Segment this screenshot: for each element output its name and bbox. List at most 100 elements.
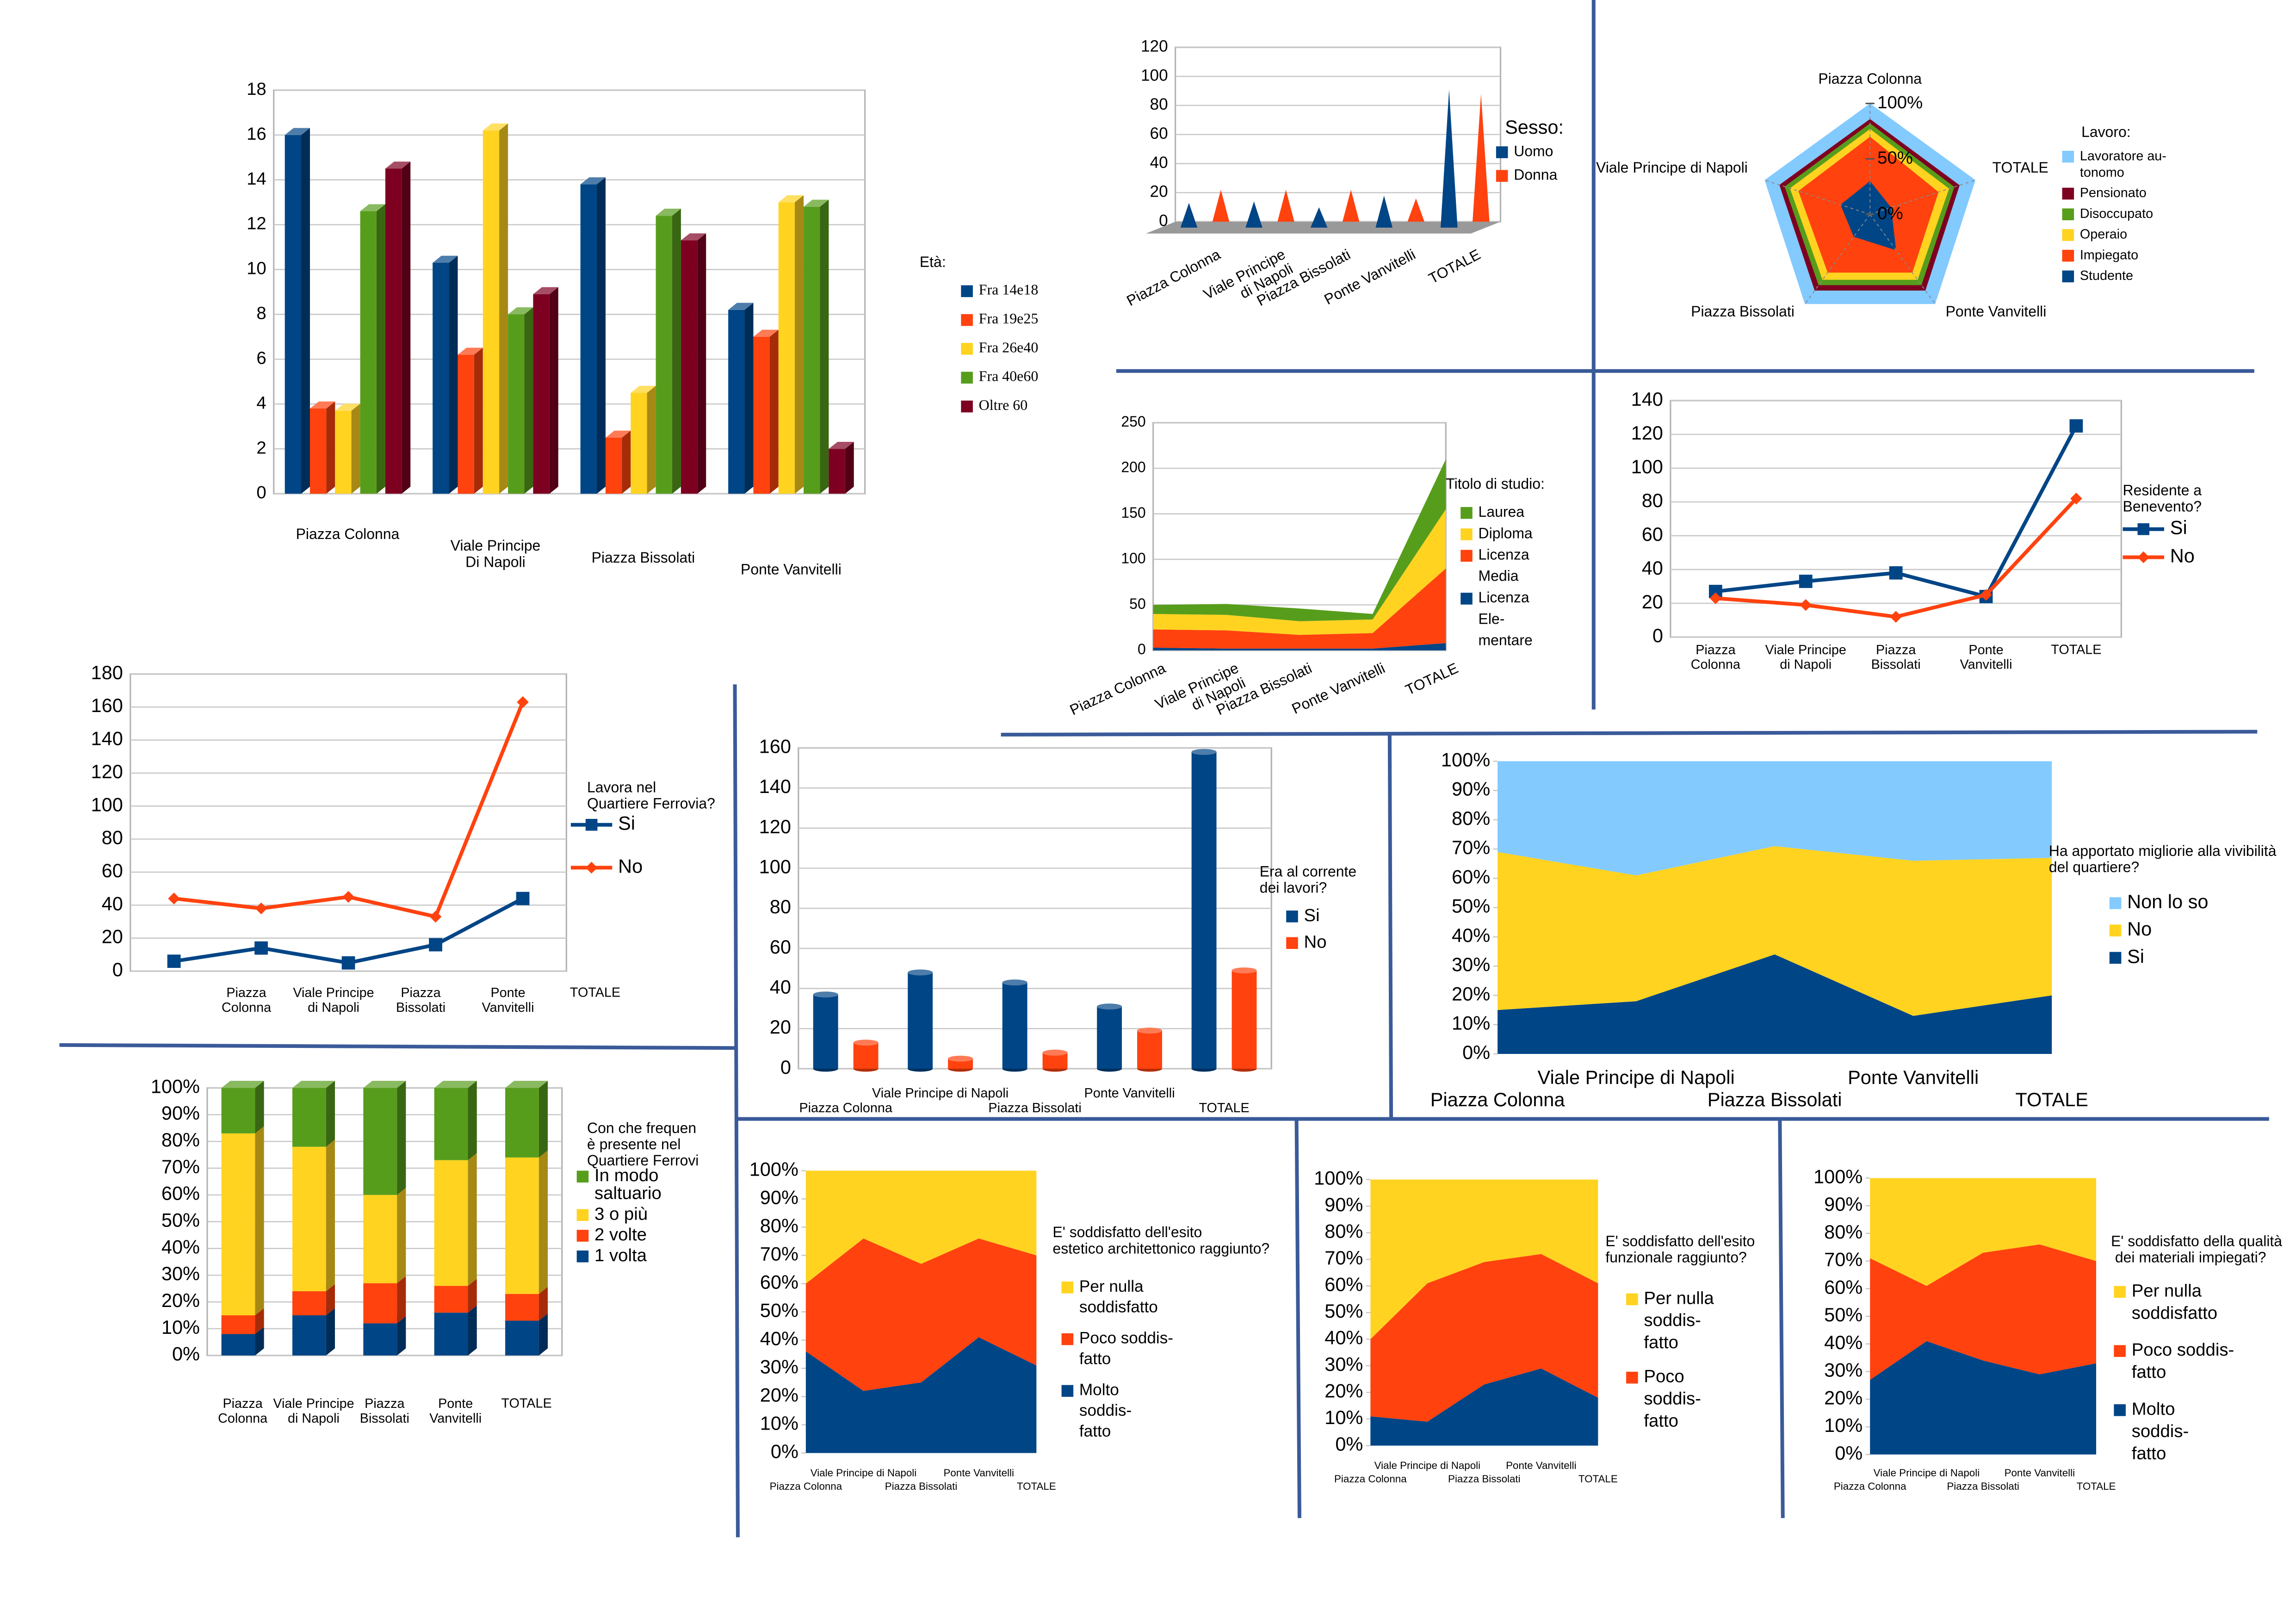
- axis-label: Viale Principe di Napoli: [1596, 159, 1748, 176]
- bar: [221, 1315, 255, 1334]
- bar-side: [820, 199, 829, 494]
- x-tick-label: TOTALE: [570, 985, 620, 1000]
- bar-side: [647, 385, 656, 494]
- legend-swatch: [961, 285, 973, 297]
- legend-marker: [2137, 523, 2150, 535]
- marker: [1799, 575, 1813, 588]
- bar: [1191, 752, 1217, 1069]
- x-tick-label: Viale Principe di Napoli: [1538, 1066, 1735, 1088]
- bar-top: [804, 199, 829, 207]
- legend-title: Lavora nel Quartiere Ferrovia?: [587, 779, 715, 812]
- bar: [309, 408, 327, 494]
- x-tick-label: Piazza Bissolati: [988, 1101, 1081, 1115]
- x-tick-label: TOTALE: [2051, 642, 2101, 657]
- bar-side: [538, 1287, 548, 1321]
- bar: [908, 972, 933, 1069]
- bar: [221, 1133, 255, 1315]
- axis-label: Piazza Bissolati: [1691, 303, 1795, 320]
- legend-label: Disoccupato: [2080, 206, 2153, 221]
- marker: [516, 892, 530, 905]
- legend-swatch: [2109, 952, 2122, 964]
- bar: [681, 240, 698, 494]
- y-tick-label: 8: [256, 304, 266, 323]
- bar: [1232, 970, 1257, 1069]
- bar-side: [376, 204, 385, 494]
- r-tick-label: 0%: [1877, 203, 1903, 223]
- x-tick-label: Ponte Vanvitelli: [2005, 1467, 2075, 1479]
- bar-side: [468, 1279, 477, 1313]
- bar-side: [397, 1276, 406, 1324]
- bar-side: [255, 1327, 264, 1356]
- y-tick-label: 10%: [1452, 1012, 1490, 1034]
- bar-side: [538, 1081, 548, 1158]
- legend-swatch: [961, 372, 973, 384]
- bar-side: [468, 1081, 477, 1160]
- y-tick-label: 140: [1631, 388, 1663, 410]
- cone: [1473, 93, 1490, 222]
- bar: [1002, 982, 1027, 1069]
- bar-top: [360, 204, 385, 211]
- y-tick-label: 50%: [1452, 895, 1490, 917]
- bar-top: [1097, 1004, 1122, 1010]
- marker: [2069, 419, 2083, 433]
- cone: [1342, 190, 1360, 222]
- legend-swatch: [2109, 924, 2122, 936]
- x-tick-label: Viale Principe Di Napoli: [451, 538, 541, 570]
- legend-swatch: [1626, 1371, 1638, 1384]
- legend-swatch: [1496, 146, 1508, 158]
- area: [1870, 1178, 2097, 1286]
- legend-label: Pensionato: [2080, 186, 2147, 200]
- y-tick-label: 30%: [1824, 1359, 1863, 1381]
- divider: [1778, 1119, 1785, 1518]
- legend-title: Era al corrente dei lavori?: [1260, 863, 1356, 896]
- x-tick-label: Viale Principe di Napoli: [811, 1467, 917, 1479]
- bar-top: [631, 385, 656, 393]
- legend-swatch: [2062, 249, 2074, 262]
- y-tick-label: 0%: [172, 1343, 200, 1365]
- bar-top: [1137, 1028, 1162, 1034]
- x-tick-label: Ponte Vanvitelli: [1084, 1086, 1175, 1101]
- legend-label: Diploma: [1479, 525, 1533, 541]
- x-tick-label: Piazza Bissolati: [885, 1481, 958, 1492]
- area: [1370, 1179, 1598, 1339]
- bar-top: [385, 161, 411, 169]
- marker: [429, 911, 442, 923]
- bar-top: [1042, 1049, 1068, 1056]
- bar: [728, 310, 745, 494]
- legend-swatch: [1461, 593, 1473, 605]
- bar: [1097, 1006, 1122, 1069]
- legend-label: In modo saltuario: [594, 1165, 662, 1203]
- bar-side: [845, 441, 854, 494]
- bar-side: [402, 161, 411, 494]
- y-tick-label: 10%: [1324, 1406, 1363, 1428]
- bar: [292, 1291, 326, 1315]
- bar: [829, 449, 845, 494]
- bar-top: [433, 255, 458, 263]
- plot-area: [1670, 400, 2122, 638]
- y-tick-label: 40%: [760, 1327, 798, 1349]
- y-tick-label: 40: [1150, 154, 1168, 172]
- divider: [1387, 734, 1393, 1119]
- area: [1870, 1244, 2097, 1380]
- legend-label: Per nulla soddis-fatto: [1644, 1288, 1714, 1352]
- y-tick-label: 20: [1150, 183, 1168, 201]
- marker: [168, 892, 180, 904]
- area: [805, 1171, 1037, 1284]
- bar: [778, 202, 795, 494]
- y-tick-label: 80: [102, 827, 123, 849]
- legend-swatch: [576, 1230, 589, 1242]
- bar-top: [829, 441, 854, 449]
- y-tick-label: 60: [770, 936, 791, 958]
- legend-marker: [585, 818, 598, 831]
- x-tick-label: TOTALE: [1578, 1473, 1618, 1485]
- legend-label: Non lo so: [2127, 891, 2208, 912]
- legend-title: E' soddisfatto dell'esito estetico archit…: [1052, 1224, 1269, 1257]
- bar: [221, 1088, 255, 1134]
- legend-label: Laurea: [1479, 503, 1525, 520]
- bar-top: [1232, 967, 1257, 974]
- y-tick-label: 100%: [1314, 1167, 1363, 1189]
- legend-swatch: [1461, 528, 1473, 540]
- legend-swatch: [961, 400, 973, 413]
- bar-top: [605, 430, 631, 438]
